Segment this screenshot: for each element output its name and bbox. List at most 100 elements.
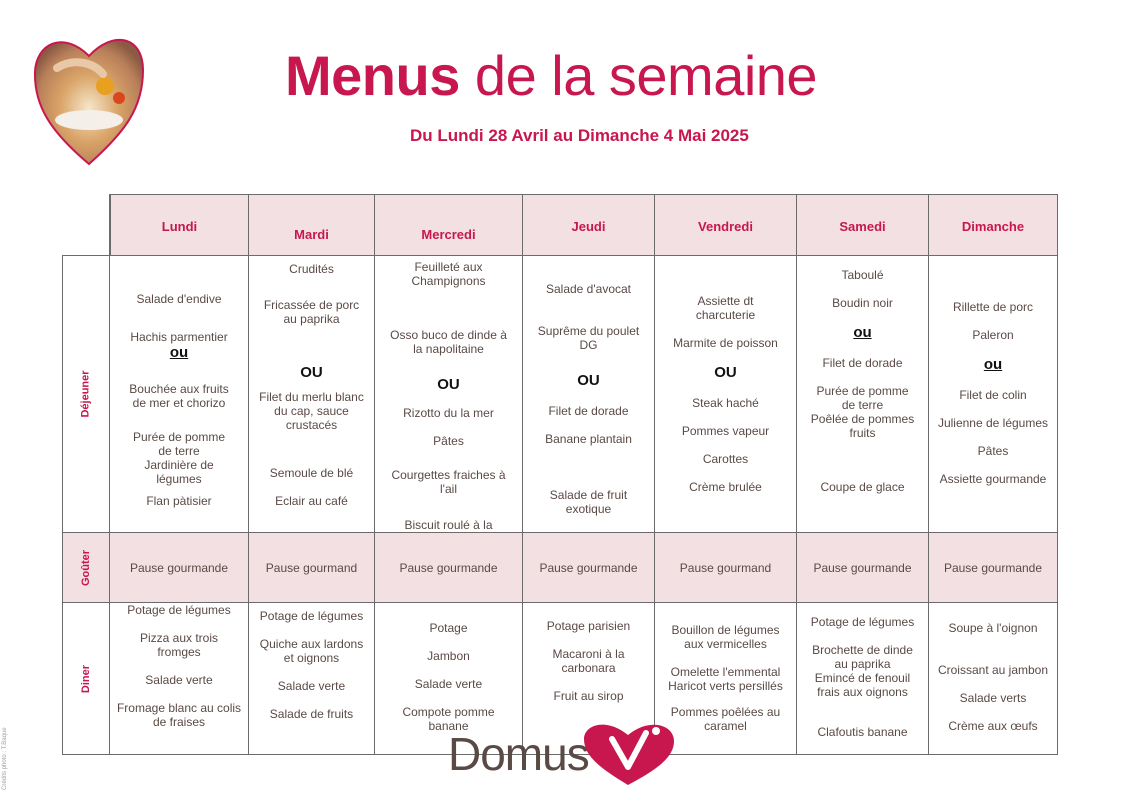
menu-item: Salade d'endive — [136, 292, 222, 306]
page-title: Menus de la semaine — [285, 44, 818, 108]
menu-item: Pommes poêlées au caramel — [670, 705, 781, 733]
day-header-3: Jeudi — [523, 194, 655, 256]
menu-item: Crème aux œufs — [948, 719, 1038, 733]
or-separator: OU — [577, 372, 600, 389]
day-label: Samedi — [839, 219, 886, 234]
day-header-4: Vendredi — [655, 194, 797, 256]
diner-cell-lundi: Potage de légumes Pizza aux trois fromges… — [110, 603, 249, 755]
brand-heart-icon — [584, 724, 674, 785]
menu-item: Pause gourmande — [813, 560, 912, 575]
or-separator: ou — [853, 324, 872, 341]
gouter-cell-dimanche: Pause gourmande — [929, 533, 1058, 603]
menu-item: Filet de dorade — [548, 404, 629, 418]
menu-item: Bouchée aux fruits de mer et chorizo — [129, 382, 229, 410]
day-header-1: Mardi — [249, 194, 375, 256]
menu-item: Marmite de poisson — [673, 336, 778, 350]
day-label: Vendredi — [698, 219, 753, 234]
brand-wordmark: Domus — [448, 728, 590, 780]
title-bold: Menus — [285, 44, 460, 107]
menu-item: Taboulé — [841, 268, 884, 282]
menu-item: Rizotto du la mer — [403, 406, 494, 420]
menu-item: Potage — [429, 621, 468, 635]
menu-item: Purée de pomme de terre Poêlée de pommes… — [810, 384, 915, 440]
menu-item: Compote pomme banane — [402, 705, 495, 733]
row-label-text: Goûter — [80, 549, 92, 586]
diner-cell-samedi: Potage de légumes Brochette de dinde au p… — [797, 603, 929, 755]
or-separator: OU — [714, 364, 737, 381]
row-label-diner: Diner — [62, 603, 110, 755]
diner-cell-dimanche: Soupe à l'oignon Croissant au jambon Salad… — [929, 603, 1058, 755]
menu-item: Julienne de légumes — [937, 416, 1049, 430]
or-separator: ou — [983, 356, 1003, 373]
gouter-cell-jeudi: Pause gourmande — [523, 533, 655, 603]
day-label: Mercredi — [421, 227, 476, 242]
menu-item: Semoule de blé — [269, 466, 354, 480]
menu-item: Salade verte — [145, 673, 213, 687]
table-corner — [62, 194, 110, 256]
or-separator: ou — [169, 344, 189, 361]
dejeuner-cell-jeudi: Salade d'avocat Suprême du poulet DG OU Fil… — [523, 256, 655, 533]
menu-table: Lundi Mardi Mercredi Jeudi Vendredi Samedi Dim… — [62, 194, 1058, 755]
menu-item: Crudités — [289, 262, 334, 276]
menu-item: Pâtes — [977, 444, 1009, 458]
menu-item: Croissant au jambon — [937, 663, 1049, 677]
menu-item: Pause gourmand — [679, 560, 772, 575]
day-label: Jeudi — [571, 219, 606, 234]
day-header-0: Lundi — [110, 194, 249, 256]
diner-cell-mardi: Potage de légumes Quiche aux lardons et o… — [249, 603, 375, 755]
menu-item: Pause gourmande — [943, 560, 1043, 575]
menu-item: Jambon — [427, 649, 470, 663]
photo-credit: Crédits photo : T.Baque — [2, 727, 8, 790]
menu-item: Salade verte — [277, 679, 346, 693]
dejeuner-cell-samedi: Taboulé Boudin noir ou Filet de dorade Purée… — [797, 256, 929, 533]
dejeuner-cell-vendredi: Assiette dt charcuterie Marmite de poisso… — [655, 256, 797, 533]
menu-item: Banane plantain — [545, 432, 632, 446]
menu-item: Steak haché — [692, 396, 759, 410]
menu-item: Clafoutis banane — [817, 725, 908, 739]
or-separator: OU — [300, 364, 323, 381]
menu-item: Rillette de porc — [952, 300, 1034, 314]
day-header-5: Samedi — [797, 194, 929, 256]
menu-item: Paleron — [972, 328, 1014, 342]
menu-item: Fruit au sirop — [553, 689, 624, 703]
dejeuner-cell-dimanche: Rillette de porc Paleron ou Filet de colin J… — [929, 256, 1058, 533]
menu-item: Pause gourmande — [539, 560, 638, 575]
gouter-cell-vendredi: Pause gourmand — [655, 533, 797, 603]
menu-item: Pause gourmande — [129, 560, 229, 575]
menu-item: Quiche aux lardons et oignons — [259, 637, 364, 665]
menu-item: Potage de légumes — [259, 609, 364, 623]
menu-item: Macaroni à la carbonara — [552, 647, 625, 675]
menu-item: Hachis parmentier — [130, 330, 228, 344]
row-label-text: Déjeuner — [80, 370, 93, 418]
diner-cell-jeudi: Potage parisien Macaroni à la carbonara Fr… — [523, 603, 655, 755]
menu-item: Pause gourmande — [399, 560, 498, 575]
day-label: Lundi — [161, 219, 198, 234]
menu-item: Pommes vapeur — [681, 424, 770, 438]
menu-item: Pizza aux trois fromges — [139, 631, 219, 659]
menu-item: Filet de dorade — [822, 356, 903, 370]
title-rest: de la semaine — [459, 44, 818, 107]
menu-item: Courgettes fraiches à l'ail — [391, 468, 506, 496]
menu-item: Suprême du poulet DG — [537, 324, 640, 352]
menu-item: Salade verte — [414, 677, 483, 691]
day-label: Mardi — [294, 227, 329, 242]
gouter-cell-mardi: Pause gourmand — [249, 533, 375, 603]
menu-item: Potage parisien — [546, 619, 631, 633]
menu-item: Carottes — [702, 452, 749, 466]
menu-item: Assiette gourmande — [939, 472, 1047, 486]
menu-item: Flan pàtisier — [146, 494, 212, 508]
menu-item: Coupe de glace — [820, 480, 905, 494]
menu-item: Omelette l'emmental Haricot verts persil… — [668, 665, 783, 693]
row-label-gouter: Goûter — [62, 533, 110, 603]
menu-item: Brochette de dinde au paprika Emincé de … — [812, 643, 913, 699]
dejeuner-cell-mercredi: Feuilleté aux Champignons Osso buco de di… — [375, 256, 523, 546]
menu-item: Fricassée de porc au paprika — [263, 298, 360, 326]
gouter-cell-samedi: Pause gourmande — [797, 533, 929, 603]
menu-item: Salade d'avocat — [545, 282, 632, 296]
menu-item: Soupe à l'oignon — [948, 621, 1038, 635]
diner-cell-vendredi: Bouillon de légumes aux vermicelles Omele… — [655, 603, 797, 755]
dejeuner-cell-lundi: Salade d'endive Hachis parmentier ou Bouché… — [110, 256, 249, 533]
menu-item: Eclair au café — [275, 494, 348, 508]
dejeuner-cell-mardi: Crudités Fricassée de porc au paprika OU Fi… — [249, 256, 375, 533]
brand-logo: Domus — [448, 717, 683, 789]
